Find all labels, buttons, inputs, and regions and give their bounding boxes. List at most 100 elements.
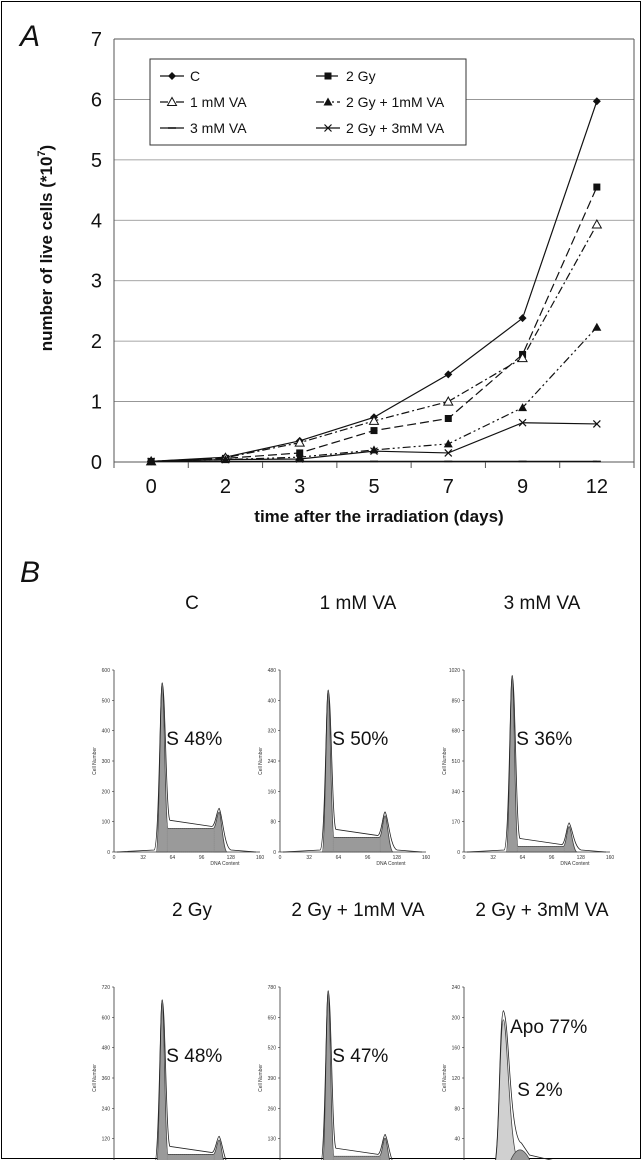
legend-label: 3 mM VA [190,120,247,136]
x-tick-label: 12 [586,476,608,498]
histo-y-tick-label: 80 [454,1106,460,1112]
legend-label: 2 Gy + 1mM VA [346,94,445,110]
x-tick-label: 7 [443,476,454,498]
histo-y-tick-label: 40 [454,1137,460,1143]
histogram-title: 2 Gy + 3mM VA [475,900,609,921]
histogram-percent: S 48% [166,729,222,750]
histo-x-tick-label: 64 [170,855,176,861]
histo-y-tick-label: 80 [270,820,276,826]
histogram-3: 3 mM VA 0 170 340 510 680 850 1020 0 32 64 96 128 160… [442,593,614,867]
histo-y-tick-label: 120 [452,1076,461,1082]
histo-x-tick-label: 0 [279,855,282,861]
histo-y-tick-label: 120 [102,1137,111,1143]
data-point [592,420,601,428]
x-tick-label: 0 [146,476,157,498]
s-phase-band [166,828,215,853]
histo-outline [116,682,257,853]
histo-x-tick-label: 96 [549,855,555,861]
histogram-6: 2 Gy + 3mM VA040801201602002400326496128… [442,900,609,1160]
histo-x-tick-label: 32 [490,855,496,861]
cell-cycle-fill [156,999,224,1160]
histo-x-tick-label: 128 [393,855,402,861]
panel-a-label: A [18,20,40,53]
legend-marker [323,97,333,106]
histo-y-tick-label: 650 [268,1015,277,1021]
series-line [151,224,598,462]
histo-y-tick-label: 400 [102,729,111,735]
cell-cycle-fill [322,990,390,1160]
data-point [294,437,306,447]
histo-x-tick-label: 128 [577,855,586,861]
data-point [147,457,156,466]
data-point [518,403,528,412]
histo-outline [495,1010,553,1160]
histo-y-tick-label: 510 [452,759,461,765]
data-point [593,183,601,191]
legend-label: 1 mM VA [190,94,247,110]
histogram-title: 1 mM VA [320,593,397,614]
histogram-percent: S 47% [332,1046,388,1067]
cell-cycle-fill [155,682,228,853]
series-line [151,326,598,462]
legend-label: 2 Gy [346,68,376,84]
cell-cycle-fill [321,689,394,853]
data-point [518,314,527,323]
data-point [518,418,527,427]
histo-x-tick-label: 160 [256,855,265,861]
panel-b-label: B [20,556,40,589]
histo-y-tick-label: 390 [268,1076,277,1082]
histo-x-tick-label: 64 [520,855,526,861]
histo-x-tick-label: 96 [365,855,371,861]
histogram-title: 2 Gy + 1mM VA [291,900,425,921]
histogram-title: 3 mM VA [504,593,581,614]
growth-line-chart: number of live cells (*107) time after t… [36,29,635,526]
histo-x-tick-label: 32 [140,855,146,861]
histo-y-tick-label: 360 [102,1076,111,1082]
histogram-title: C [185,593,199,614]
histo-y-tick-label: 520 [268,1046,277,1052]
data-point [444,449,453,457]
data-point [221,455,230,464]
histogram-percent: Apo 77% [510,1017,587,1038]
histogram-percent: S 48% [166,1046,222,1067]
y-tick-label: 2 [91,331,102,353]
histo-y-tick-label: 240 [102,1106,111,1112]
legend-marker [166,96,178,106]
histogram-percent: S 50% [332,729,388,750]
legend-label: 2 Gy + 3mM VA [346,120,445,136]
histo-outline [466,675,607,853]
histo-y-tick-label: 480 [102,1046,111,1052]
y-tick-label: 1 [91,392,102,414]
histo-y-tick-label: 170 [452,820,461,826]
data-point [444,370,453,379]
series-line [151,101,598,462]
series-2-gy-3mm-va [147,418,601,466]
histo-y-tick-label: 780 [268,985,277,991]
histogram-percent-2: S 2% [517,1080,563,1101]
histogram-1: C 0 100 200 300 400 500 600 0 32 64 96 128 160 DNA Con… [92,593,264,867]
histo-y-tick-label: 320 [268,729,277,735]
data-point [370,447,378,456]
histo-y-tick-label: 260 [268,1106,277,1112]
histo-y-tick-label: 1020 [449,668,460,674]
legend-label: C [190,68,200,84]
series-2-gy-1mm-va [146,322,602,465]
histo-x-axis-label: DNA Content [210,861,240,867]
histo-y-tick-label: 200 [452,1015,461,1021]
s-phase-band [516,846,565,853]
histo-x-tick-label: 0 [113,855,116,861]
y-axis-label: number of live cells (*107) [36,145,56,351]
data-point [443,439,453,448]
histo-y-axis-label: Cell Number [258,747,264,775]
histo-y-tick-label: 500 [102,698,111,704]
histo-y-tick-label: 100 [102,820,111,826]
histo-y-axis-label: Cell Number [258,1064,264,1092]
histo-x-tick-label: 128 [227,855,236,861]
histo-x-tick-label: 32 [306,855,312,861]
histogram-4: 2 Gy01202403604806007200326496128160DNA … [92,900,227,1160]
histo-y-tick-label: 130 [268,1137,277,1143]
histo-x-axis-label: DNA Content [560,861,590,867]
legend-marker [168,72,176,80]
